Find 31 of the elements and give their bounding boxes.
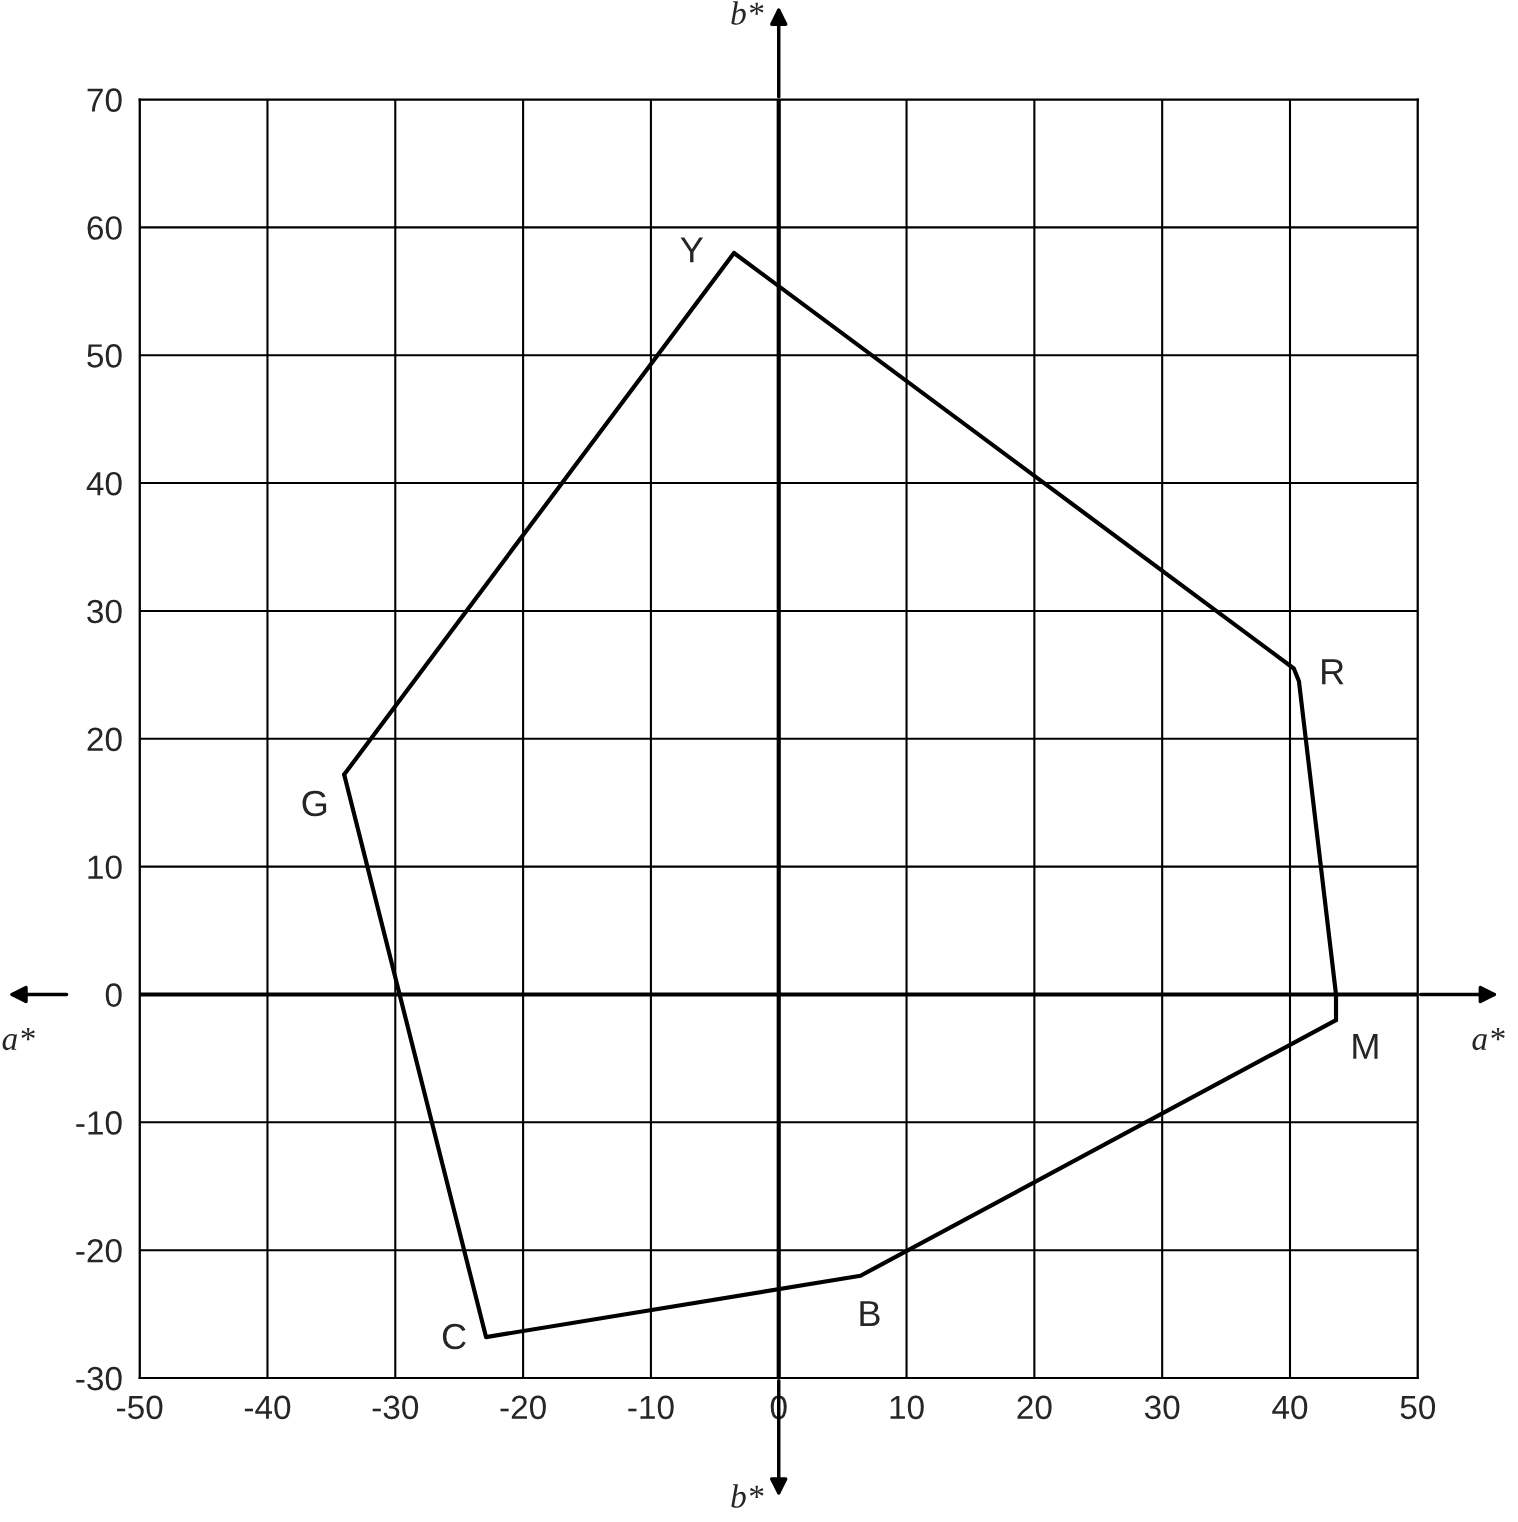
y-tick-label: 40 xyxy=(86,471,122,496)
y-tick-label: 30 xyxy=(87,599,122,624)
y-tick-label: 10 xyxy=(88,855,122,880)
x-tick-label: 30 xyxy=(1144,1395,1180,1420)
x-tick-label: -40 xyxy=(244,1395,291,1420)
annotation: M xyxy=(1353,1033,1378,1059)
y-tick-label: 20 xyxy=(87,727,122,752)
y-tick-label: 60 xyxy=(87,216,122,240)
y-tick-label: 70 xyxy=(87,88,122,112)
x-tick-label: -10 xyxy=(628,1395,674,1420)
text: b* xyxy=(731,1,764,25)
annotation: R xyxy=(1322,659,1344,685)
annotation: G xyxy=(302,790,327,817)
x-tick-label: 50 xyxy=(1400,1395,1436,1420)
x-tick-label: 10 xyxy=(890,1395,924,1420)
x-tick-label: -20 xyxy=(500,1395,546,1420)
annotation: Y xyxy=(680,237,704,263)
annotation: B xyxy=(860,1301,880,1326)
x-tick-label: 40 xyxy=(1272,1395,1308,1420)
text: b* xyxy=(731,1484,764,1508)
y-tick-label: -10 xyxy=(76,1111,122,1135)
y-tick-label: -20 xyxy=(76,1238,122,1263)
y-tick-label: 50 xyxy=(87,344,122,368)
x-tick-label: 20 xyxy=(1017,1395,1052,1420)
text: a* xyxy=(1472,1027,1505,1051)
text: a* xyxy=(2,1027,35,1051)
x-tick-label: -50 xyxy=(117,1395,163,1420)
y-tick-label: -30 xyxy=(76,1366,122,1391)
y-tick-label: 0 xyxy=(105,983,122,1007)
annotation: C xyxy=(442,1323,466,1350)
x-tick-label: -30 xyxy=(372,1395,419,1420)
